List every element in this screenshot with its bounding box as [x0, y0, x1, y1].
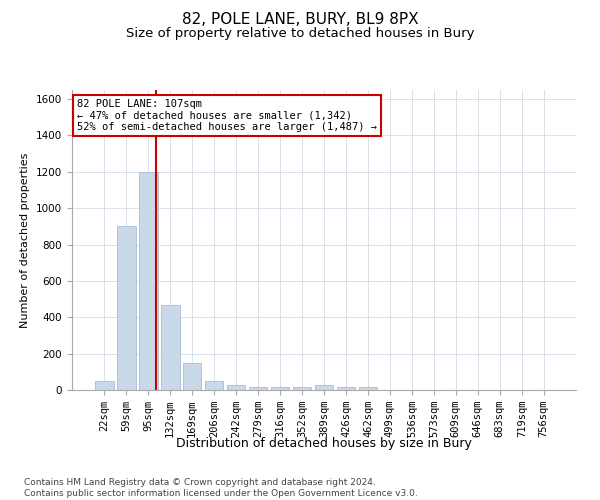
- Bar: [337, 388, 355, 390]
- Bar: [95, 381, 113, 390]
- Text: Contains HM Land Registry data © Crown copyright and database right 2024.
Contai: Contains HM Land Registry data © Crown c…: [24, 478, 418, 498]
- Bar: [271, 388, 289, 390]
- Bar: [139, 172, 158, 390]
- Text: Size of property relative to detached houses in Bury: Size of property relative to detached ho…: [126, 28, 474, 40]
- Bar: [227, 384, 245, 390]
- Bar: [117, 226, 136, 390]
- Bar: [183, 362, 202, 390]
- Bar: [293, 388, 311, 390]
- Bar: [314, 384, 334, 390]
- Bar: [249, 388, 268, 390]
- Bar: [205, 381, 223, 390]
- Text: Distribution of detached houses by size in Bury: Distribution of detached houses by size …: [176, 438, 472, 450]
- Y-axis label: Number of detached properties: Number of detached properties: [20, 152, 31, 328]
- Bar: [359, 388, 377, 390]
- Bar: [161, 304, 179, 390]
- Text: 82, POLE LANE, BURY, BL9 8PX: 82, POLE LANE, BURY, BL9 8PX: [182, 12, 418, 28]
- Text: 82 POLE LANE: 107sqm
← 47% of detached houses are smaller (1,342)
52% of semi-de: 82 POLE LANE: 107sqm ← 47% of detached h…: [77, 99, 377, 132]
